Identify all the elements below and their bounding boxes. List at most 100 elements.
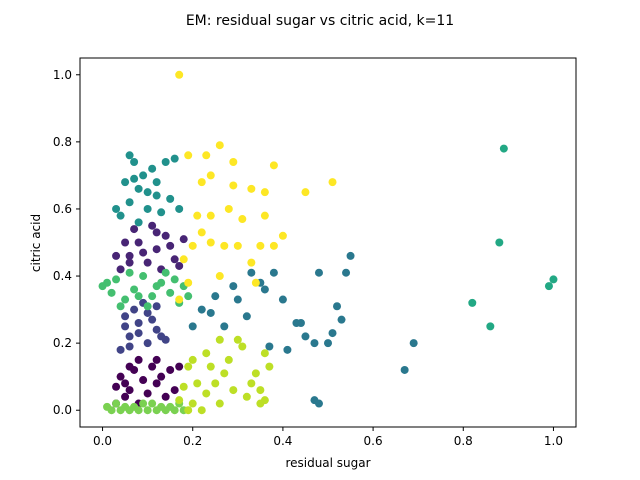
data-point xyxy=(143,204,152,213)
data-point xyxy=(125,151,134,160)
data-point xyxy=(229,282,238,291)
data-point xyxy=(116,372,125,381)
data-point xyxy=(229,181,238,190)
data-point xyxy=(333,302,342,311)
data-point xyxy=(143,389,152,398)
data-point xyxy=(166,402,175,411)
data-point xyxy=(170,386,179,395)
data-point xyxy=(238,342,247,351)
data-point xyxy=(220,322,229,331)
data-point xyxy=(197,178,206,187)
data-point xyxy=(184,292,193,301)
data-point xyxy=(188,322,197,331)
y-tick-label: 0.0 xyxy=(53,403,72,417)
data-point xyxy=(157,402,166,411)
data-point xyxy=(215,335,224,344)
data-point xyxy=(152,302,161,311)
data-point xyxy=(148,362,157,371)
data-point xyxy=(161,231,170,240)
data-point xyxy=(152,191,161,200)
data-point xyxy=(346,251,355,260)
data-point xyxy=(134,355,143,364)
data-point xyxy=(112,204,121,213)
data-point xyxy=(116,265,125,274)
data-point xyxy=(130,305,139,314)
data-point xyxy=(125,332,134,341)
data-point xyxy=(215,399,224,408)
data-point xyxy=(269,161,278,170)
data-point xyxy=(170,154,179,163)
data-point xyxy=(134,329,143,338)
data-point xyxy=(130,174,139,183)
data-point xyxy=(247,184,256,193)
data-point xyxy=(175,70,184,79)
data-point xyxy=(130,402,139,411)
data-point xyxy=(121,392,130,401)
x-tick-label: 0.6 xyxy=(364,434,383,448)
data-point xyxy=(121,402,130,411)
data-point xyxy=(148,315,157,324)
data-point xyxy=(499,144,508,153)
data-point xyxy=(544,282,553,291)
data-point xyxy=(161,392,170,401)
data-point xyxy=(193,211,202,220)
data-point xyxy=(197,406,206,415)
data-point xyxy=(260,349,269,358)
data-point xyxy=(152,245,161,254)
data-point xyxy=(233,295,242,304)
data-point xyxy=(166,194,175,203)
data-point xyxy=(152,325,161,334)
cluster-7 xyxy=(103,399,188,415)
data-point xyxy=(260,188,269,197)
data-point xyxy=(107,288,116,297)
data-point xyxy=(256,386,265,395)
data-point xyxy=(175,362,184,371)
data-point xyxy=(278,295,287,304)
data-point xyxy=(224,355,233,364)
data-point xyxy=(166,288,175,297)
data-point xyxy=(247,258,256,267)
data-point xyxy=(143,258,152,267)
data-point xyxy=(125,342,134,351)
data-point xyxy=(116,345,125,354)
data-point xyxy=(130,225,139,234)
data-point xyxy=(148,292,157,301)
data-point xyxy=(103,402,112,411)
data-point xyxy=(130,157,139,166)
data-point xyxy=(139,248,148,257)
data-point xyxy=(103,278,112,287)
data-point xyxy=(224,204,233,213)
cluster-5 xyxy=(468,144,558,331)
cluster-1 xyxy=(112,221,188,274)
x-tick-label: 0.8 xyxy=(454,434,473,448)
data-point xyxy=(112,382,121,391)
data-point xyxy=(157,208,166,217)
data-point xyxy=(260,396,269,405)
data-point xyxy=(152,228,161,237)
y-tick-label: 0.2 xyxy=(53,336,72,350)
cluster-6 xyxy=(98,268,193,311)
data-point xyxy=(220,241,229,250)
data-point xyxy=(269,268,278,277)
data-point xyxy=(125,258,134,267)
data-point xyxy=(112,399,121,408)
data-point xyxy=(139,171,148,180)
data-point xyxy=(166,241,175,250)
y-axis: 0.0 0.2 0.4 0.6 0.8 1.0 xyxy=(53,68,80,417)
y-tick-label: 1.0 xyxy=(53,68,72,82)
data-point xyxy=(188,399,197,408)
data-point xyxy=(283,345,292,354)
data-point xyxy=(188,241,197,250)
data-point xyxy=(152,355,161,364)
data-point xyxy=(139,399,148,408)
data-point xyxy=(148,221,157,230)
data-point xyxy=(251,369,260,378)
data-point xyxy=(233,241,242,250)
data-point xyxy=(125,386,134,395)
data-point xyxy=(134,218,143,227)
data-point xyxy=(134,238,143,247)
x-tick-label: 0.2 xyxy=(183,434,202,448)
data-point xyxy=(324,339,332,348)
data-point xyxy=(139,376,148,385)
